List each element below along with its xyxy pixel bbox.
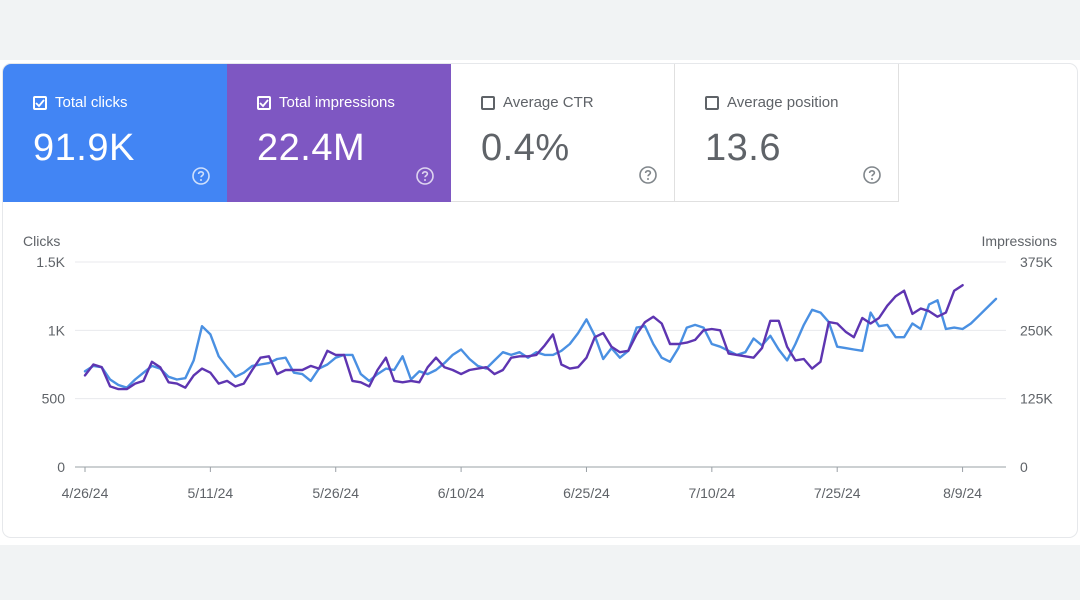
x-tick-label: 7/25/24 <box>814 485 861 501</box>
total-clicks-card[interactable]: Total clicks 91.9K <box>3 64 227 202</box>
card-label: Total clicks <box>55 94 128 111</box>
right-tick-label: 375K <box>1020 254 1053 270</box>
clicks-series-line <box>83 297 998 389</box>
performance-panel: Total clicks 91.9K Total impressions 22.… <box>3 64 1077 537</box>
average-ctr-card[interactable]: Average CTR 0.4% <box>451 64 675 202</box>
x-tick-label: 6/25/24 <box>563 485 610 501</box>
checked-checkbox-icon[interactable] <box>257 95 271 110</box>
left-axis-label: Clicks <box>23 233 60 249</box>
help-icon[interactable] <box>638 165 658 185</box>
unchecked-checkbox-icon[interactable] <box>481 95 495 110</box>
left-tick-label: 1.5K <box>36 254 65 270</box>
card-value: 91.9K <box>33 127 135 169</box>
impressions-series-line <box>83 284 964 391</box>
x-tick-label: 6/10/24 <box>438 485 485 501</box>
chart-svg: Clicks Impressions 0 0 500 125K 1K 250K 1.5K 37… <box>23 233 1057 501</box>
help-icon[interactable] <box>862 165 882 185</box>
right-tick-label: 125K <box>1020 391 1053 407</box>
card-value: 13.6 <box>705 127 781 169</box>
card-label: Total impressions <box>279 94 395 111</box>
gridlines <box>75 261 1006 468</box>
card-label: Average CTR <box>503 94 594 111</box>
axis-ticks: 0 0 500 125K 1K 250K 1.5K 375K 4/26/24 5/11/24 5/2… <box>36 254 1053 501</box>
right-tick-label: 250K <box>1020 322 1053 338</box>
right-tick-label: 0 <box>1020 459 1028 475</box>
average-position-card[interactable]: Average position 13.6 <box>675 64 899 202</box>
left-tick-label: 0 <box>57 459 65 475</box>
left-tick-label: 500 <box>42 391 66 407</box>
performance-chart: Clicks Impressions 0 0 500 125K 1K 250K 1.5K 37… <box>3 224 1077 524</box>
x-tick-label: 5/11/24 <box>188 485 234 501</box>
x-tick-label: 4/26/24 <box>62 485 109 501</box>
unchecked-checkbox-icon[interactable] <box>705 95 719 110</box>
help-icon[interactable] <box>191 166 211 186</box>
total-impressions-card[interactable]: Total impressions 22.4M <box>227 64 451 202</box>
x-tick-label: 7/10/24 <box>688 485 735 501</box>
right-axis-label: Impressions <box>982 233 1057 249</box>
metric-cards: Total clicks 91.9K Total impressions 22.… <box>3 64 899 202</box>
help-icon[interactable] <box>415 166 435 186</box>
card-value: 22.4M <box>257 127 366 169</box>
card-label: Average position <box>727 94 839 111</box>
card-value: 0.4% <box>481 127 570 169</box>
left-tick-label: 1K <box>48 322 66 338</box>
x-tick-label: 5/26/24 <box>312 485 359 501</box>
x-tick-label: 8/9/24 <box>943 485 982 501</box>
series-lines <box>83 284 998 391</box>
checked-checkbox-icon[interactable] <box>33 95 47 110</box>
